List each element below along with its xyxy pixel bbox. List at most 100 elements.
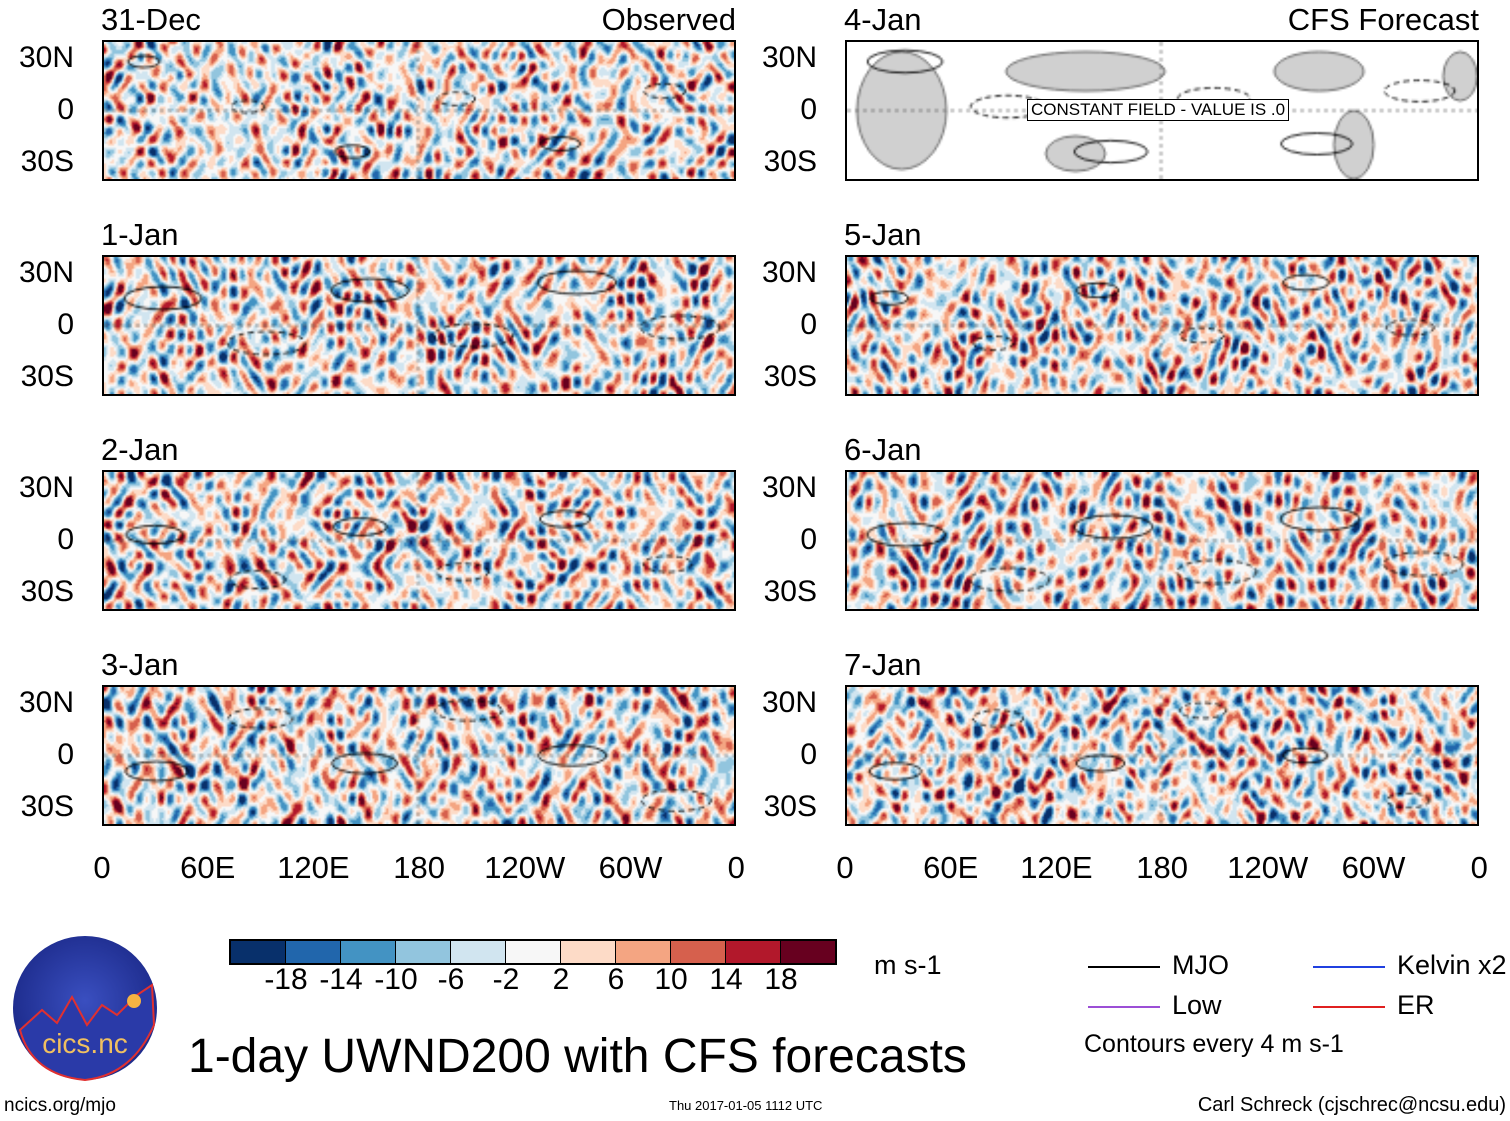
colorbar-swatch bbox=[671, 941, 726, 963]
map-panel bbox=[845, 255, 1479, 396]
colorbar-swatch bbox=[726, 941, 781, 963]
colorbar-label: 14 bbox=[709, 963, 743, 996]
lat-tick-label: 30S bbox=[20, 360, 74, 393]
lon-tick-label: 0 bbox=[93, 850, 111, 885]
lon-tick-label: 0 bbox=[727, 850, 745, 885]
lon-tick-label: 120W bbox=[484, 850, 566, 885]
colorbar-label: 18 bbox=[764, 963, 798, 996]
map-panel bbox=[102, 685, 736, 826]
lat-tick-label: 30N bbox=[18, 471, 74, 504]
legend-line-low bbox=[1088, 1006, 1160, 1008]
cics-logo: cics.nc bbox=[12, 935, 158, 1082]
wind-anomaly-field bbox=[847, 472, 1477, 609]
legend-label: ER bbox=[1397, 990, 1435, 1020]
lat-tick-label: 0 bbox=[57, 523, 74, 556]
wind-anomaly-field bbox=[104, 42, 734, 179]
colorbar bbox=[229, 939, 837, 965]
lat-tick-label: 30N bbox=[18, 256, 74, 289]
colorbar-label: 2 bbox=[552, 963, 570, 996]
colorbar-swatch bbox=[341, 941, 396, 963]
colorbar-swatch bbox=[781, 941, 835, 963]
lat-tick-label: 0 bbox=[800, 523, 817, 556]
lon-tick-label: 60E bbox=[180, 850, 236, 885]
panel-date: 31-Dec bbox=[101, 2, 201, 37]
panel-date: 5-Jan bbox=[844, 217, 922, 252]
lon-tick-label: 60E bbox=[923, 850, 979, 885]
colorbar-label: -10 bbox=[374, 963, 418, 996]
lon-tick-label: 180 bbox=[393, 850, 445, 885]
lat-tick-label: 30S bbox=[20, 145, 74, 178]
constant-field-note: CONSTANT FIELD - VALUE IS .0 bbox=[1027, 99, 1290, 121]
colorbar-swatch bbox=[506, 941, 561, 963]
legend-label: Kelvin x2 bbox=[1397, 950, 1507, 980]
panel-date: 7-Jan bbox=[844, 647, 922, 682]
lat-tick-label: 30N bbox=[761, 256, 817, 289]
colorbar-units: m s-1 bbox=[874, 950, 942, 980]
colorbar-swatch bbox=[286, 941, 341, 963]
logo-text: cics.nc bbox=[42, 1028, 128, 1059]
panel-date: 6-Jan bbox=[844, 432, 922, 467]
lon-tick-label: 120E bbox=[1020, 850, 1093, 885]
footer-url: ncics.org/mjo bbox=[4, 1095, 116, 1116]
lat-tick-label: 30N bbox=[761, 686, 817, 719]
lon-tick-label: 180 bbox=[1136, 850, 1188, 885]
map-panel bbox=[102, 470, 736, 611]
wind-anomaly-field bbox=[104, 472, 734, 609]
wind-anomaly-field bbox=[847, 257, 1477, 394]
footer-author: Carl Schreck (cjschrec@ncsu.edu) bbox=[1197, 1094, 1506, 1116]
colorbar-swatch bbox=[396, 941, 451, 963]
lon-tick-label: 120E bbox=[277, 850, 350, 885]
map-panel bbox=[845, 685, 1479, 826]
colorbar-swatch bbox=[561, 941, 616, 963]
wind-anomaly-field bbox=[104, 257, 734, 394]
lon-tick-label: 120W bbox=[1227, 850, 1309, 885]
map-panel bbox=[102, 255, 736, 396]
colorbar-label: 10 bbox=[654, 963, 688, 996]
map-panel bbox=[845, 470, 1479, 611]
panel-date: 4-Jan bbox=[844, 2, 922, 37]
panel-date: 1-Jan bbox=[101, 217, 179, 252]
lat-tick-label: 0 bbox=[800, 308, 817, 341]
figure-title: 1-day UWND200 with CFS forecasts bbox=[188, 1030, 967, 1083]
lat-tick-label: 30N bbox=[761, 41, 817, 74]
colorbar-label: -18 bbox=[264, 963, 308, 996]
panel-source-label: Observed bbox=[601, 2, 736, 37]
panel-date: 2-Jan bbox=[101, 432, 179, 467]
lat-tick-label: 30S bbox=[20, 790, 74, 823]
lat-tick-label: 0 bbox=[57, 738, 74, 771]
lat-tick-label: 30S bbox=[20, 575, 74, 608]
colorbar-swatch bbox=[231, 941, 286, 963]
footer-timestamp: Thu 2017-01-05 1112 UTC bbox=[669, 1098, 823, 1113]
lat-tick-label: 30N bbox=[18, 41, 74, 74]
lon-tick-label: 60W bbox=[598, 850, 663, 885]
map-panel bbox=[102, 40, 736, 181]
lat-tick-label: 0 bbox=[800, 738, 817, 771]
wind-anomaly-field bbox=[847, 687, 1477, 824]
legend-line-er bbox=[1313, 1006, 1385, 1008]
wind-anomaly-field bbox=[104, 687, 734, 824]
lat-tick-label: 30S bbox=[763, 575, 817, 608]
lat-tick-label: 30N bbox=[18, 686, 74, 719]
lat-tick-label: 30S bbox=[763, 790, 817, 823]
lat-tick-label: 0 bbox=[800, 93, 817, 126]
lat-tick-label: 30S bbox=[763, 360, 817, 393]
lat-tick-label: 0 bbox=[57, 93, 74, 126]
colorbar-swatch bbox=[616, 941, 671, 963]
colorbar-label: -2 bbox=[492, 963, 520, 996]
colorbar-swatch bbox=[451, 941, 506, 963]
colorbar-label: -14 bbox=[319, 963, 363, 996]
lat-tick-label: 30N bbox=[761, 471, 817, 504]
lon-tick-label: 0 bbox=[1470, 850, 1488, 885]
lat-tick-label: 0 bbox=[57, 308, 74, 341]
legend-line-mjo bbox=[1088, 966, 1160, 968]
colorbar-label: 6 bbox=[607, 963, 625, 996]
lon-tick-label: 0 bbox=[836, 850, 854, 885]
panel-date: 3-Jan bbox=[101, 647, 179, 682]
legend-label: Low bbox=[1172, 990, 1222, 1020]
legend-label: MJO bbox=[1172, 950, 1229, 980]
colorbar-label: -6 bbox=[437, 963, 465, 996]
lat-tick-label: 30S bbox=[763, 145, 817, 178]
panel-source-label: CFS Forecast bbox=[1287, 2, 1479, 37]
lon-tick-label: 60W bbox=[1341, 850, 1406, 885]
legend-line-kelvin bbox=[1313, 966, 1385, 968]
